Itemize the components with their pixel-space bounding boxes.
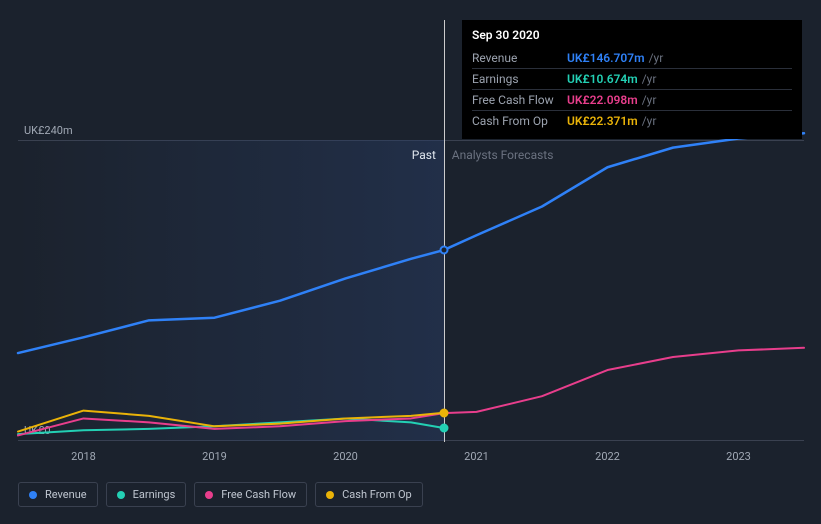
legend-label: Free Cash Flow	[221, 488, 296, 501]
tooltip-row: EarningsUK£10.674m /yr	[472, 68, 792, 89]
tooltip: Sep 30 2020 RevenueUK£146.707m /yrEarnin…	[462, 20, 802, 139]
marker-revenue	[439, 246, 448, 255]
legend-dot-icon	[205, 491, 213, 499]
tooltip-row-label: Earnings	[472, 72, 567, 86]
tooltip-row-label: Free Cash Flow	[472, 93, 567, 107]
tooltip-row-unit: /yr	[642, 114, 657, 128]
x-axis-label: 2023	[726, 450, 751, 463]
legend-item-cash_from_op[interactable]: Cash From Op	[315, 482, 423, 507]
legend-dot-icon	[117, 491, 125, 499]
legend-label: Earnings	[133, 488, 176, 501]
tooltip-row-value: UK£22.098m	[567, 93, 638, 107]
chart-plot[interactable]	[18, 128, 804, 442]
legend-dot-icon	[326, 491, 334, 499]
tooltip-row-value: UK£10.674m	[567, 72, 638, 86]
legend-item-earnings[interactable]: Earnings	[106, 482, 187, 507]
marker-cash_from_op	[439, 408, 448, 417]
legend: Revenue Earnings Free Cash Flow Cash From O…	[18, 482, 423, 507]
legend-item-revenue[interactable]: Revenue	[18, 482, 98, 507]
legend-label: Revenue	[45, 488, 87, 501]
tooltip-row-unit: /yr	[642, 72, 657, 86]
x-axis-label: 2019	[202, 450, 227, 463]
tooltip-row-value: UK£22.371m	[567, 114, 638, 128]
tooltip-row: Free Cash FlowUK£22.098m /yr	[472, 89, 792, 110]
legend-dot-icon	[29, 491, 37, 499]
tooltip-row-value: UK£146.707m	[567, 51, 645, 65]
x-axis-label: 2021	[464, 450, 489, 463]
x-axis-label: 2018	[71, 450, 96, 463]
tooltip-row-label: Cash From Op	[472, 114, 567, 128]
legend-item-free_cash_flow[interactable]: Free Cash Flow	[194, 482, 307, 507]
tooltip-row-unit: /yr	[649, 51, 664, 65]
marker-earnings	[439, 424, 448, 433]
tooltip-row-unit: /yr	[642, 93, 657, 107]
series-line-revenue	[18, 133, 804, 353]
tooltip-date: Sep 30 2020	[472, 28, 792, 42]
tooltip-row: RevenueUK£146.707m /yr	[472, 48, 792, 68]
tooltip-row-label: Revenue	[472, 51, 567, 65]
tooltip-vertical-line	[444, 20, 445, 442]
x-axis-label: 2022	[595, 450, 620, 463]
legend-label: Cash From Op	[342, 488, 412, 501]
tooltip-row: Cash From OpUK£22.371m /yr	[472, 110, 792, 131]
x-axis-label: 2020	[333, 450, 358, 463]
